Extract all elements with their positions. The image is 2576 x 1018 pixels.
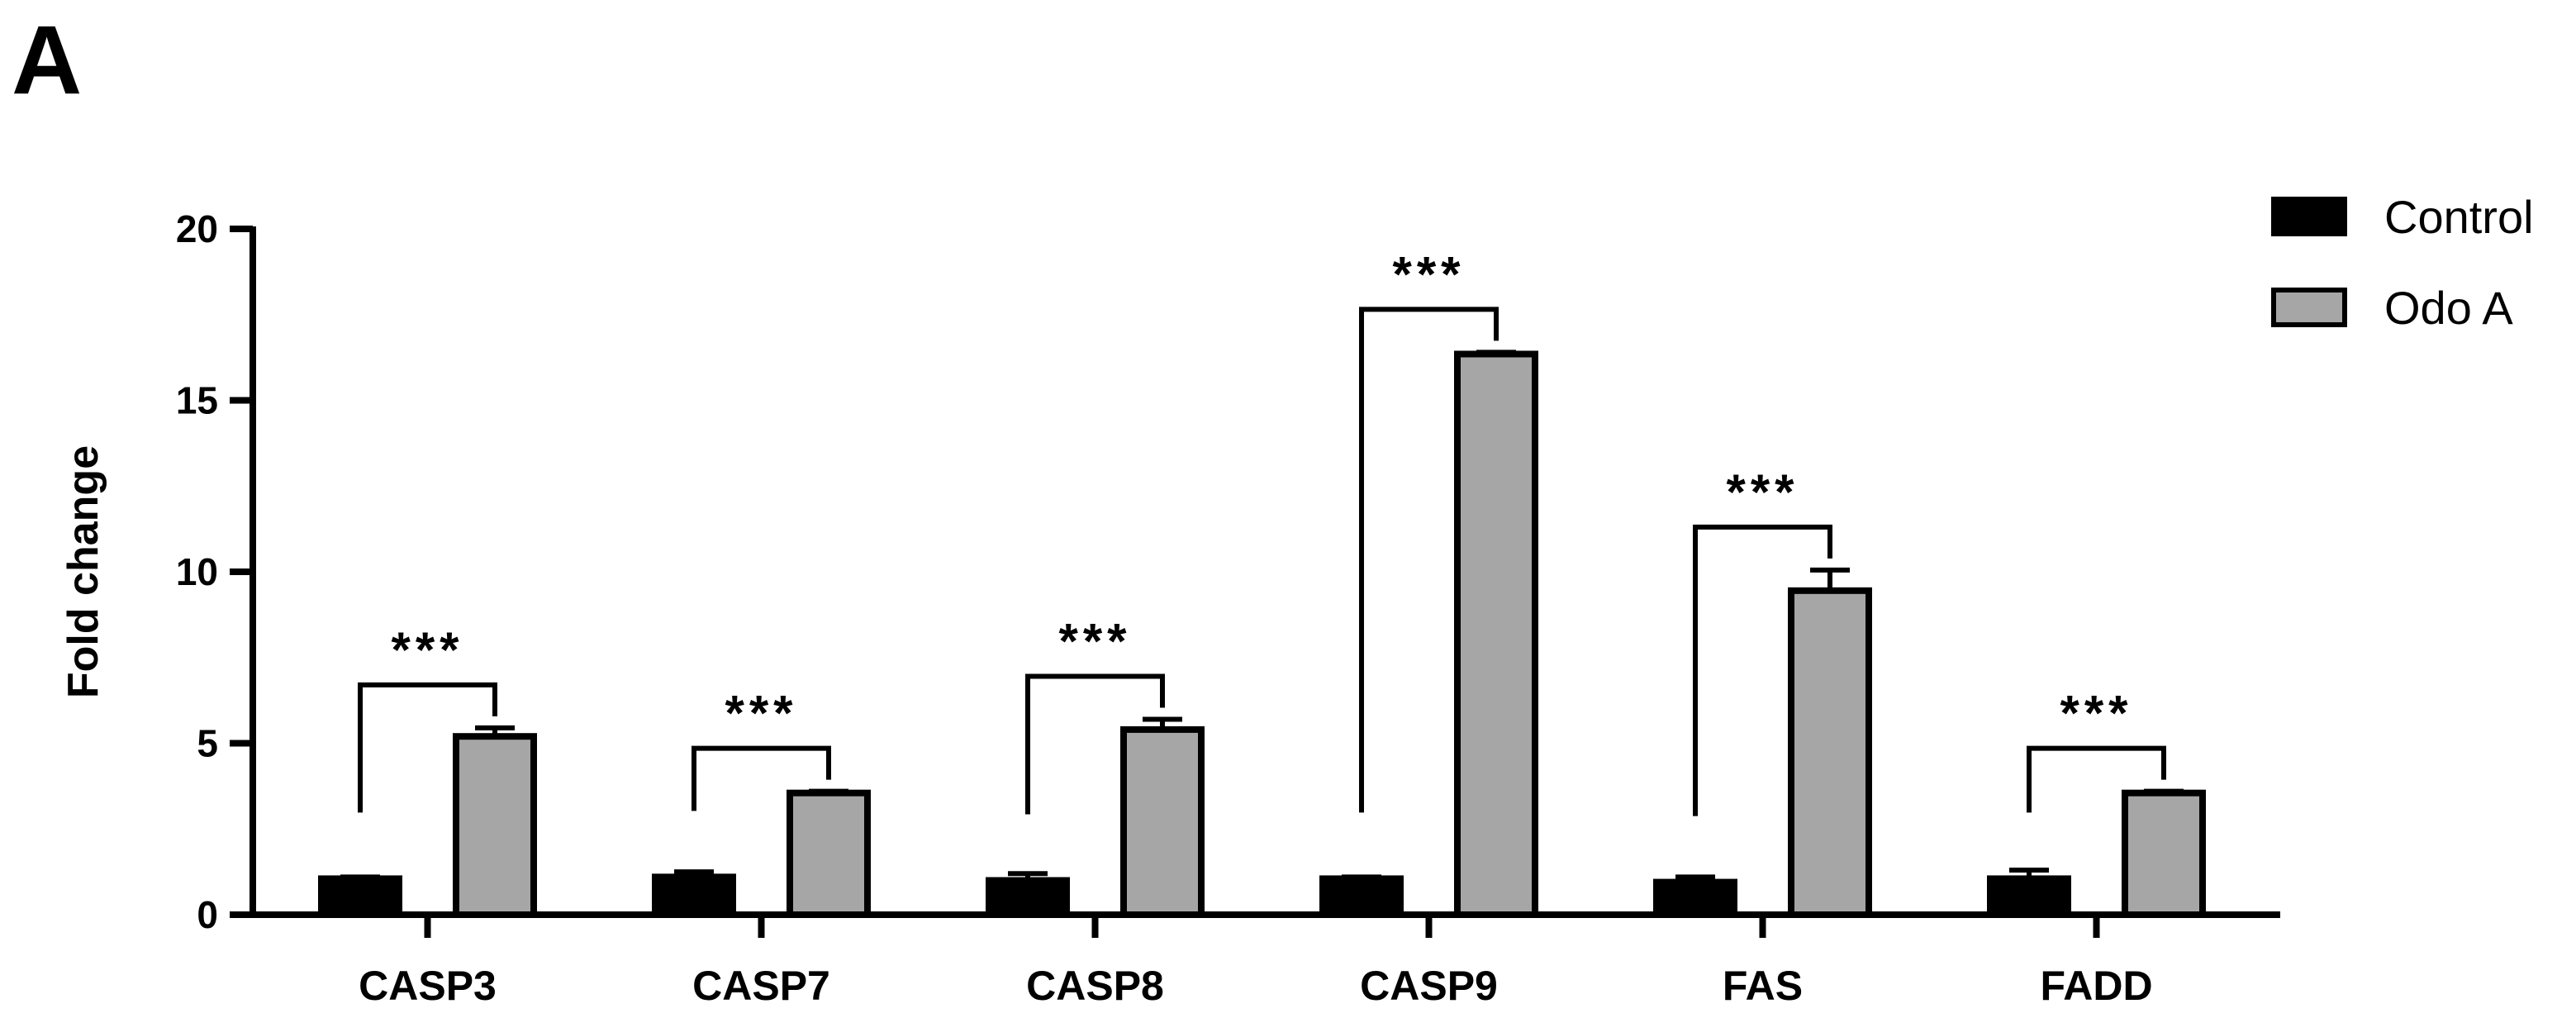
significance-stars: *** bbox=[1058, 613, 1131, 668]
significance-bracket bbox=[1693, 524, 1832, 816]
chart-axes: 0 5 10 15 20 Fold change CASP3 CASP7 CASP8 CASP9 F… bbox=[59, 207, 2280, 1009]
y-tick-label: 0 bbox=[197, 893, 218, 936]
significance-bracket bbox=[692, 745, 831, 811]
bar-odo-a bbox=[2122, 789, 2206, 918]
bar-control bbox=[652, 873, 736, 918]
bar-odo-a bbox=[1454, 350, 1538, 919]
significance-bracket bbox=[2027, 745, 2166, 813]
bar-odo-a bbox=[453, 733, 537, 919]
legend-label-control: Control bbox=[2384, 191, 2534, 243]
chart-bars bbox=[318, 350, 2206, 919]
significance-bracket bbox=[358, 682, 497, 813]
x-tick-label: FAS bbox=[1723, 963, 1803, 1009]
y-tick-label: 20 bbox=[176, 207, 218, 250]
significance-stars: *** bbox=[391, 622, 463, 678]
bar-control bbox=[1987, 875, 2071, 919]
y-tick-label: 10 bbox=[176, 550, 218, 593]
y-tick-label: 15 bbox=[176, 379, 218, 422]
panel-letter: A bbox=[12, 6, 83, 115]
significance-stars: *** bbox=[2060, 686, 2132, 741]
legend-swatch-odo-a bbox=[2271, 288, 2347, 327]
bar-odo-a bbox=[1120, 725, 1205, 919]
x-tick-label: CASP8 bbox=[1026, 963, 1164, 1009]
x-tick-label: CASP3 bbox=[359, 963, 497, 1009]
chart-legend: Control Odo A bbox=[2271, 191, 2534, 334]
bar-control bbox=[318, 875, 402, 919]
significance-bracket bbox=[1359, 307, 1499, 813]
legend-swatch-control bbox=[2271, 197, 2347, 236]
bar-control bbox=[986, 877, 1070, 918]
significance-stars: *** bbox=[1726, 464, 1799, 520]
bar-control bbox=[1319, 875, 1404, 919]
x-tick-label: CASP7 bbox=[692, 963, 830, 1009]
significance-annotations: *** *** *** *** *** *** bbox=[358, 246, 2166, 816]
bar-control bbox=[1653, 878, 1737, 918]
significance-stars: *** bbox=[1392, 246, 1465, 302]
bar-odo-a bbox=[787, 789, 871, 918]
significance-bracket bbox=[1025, 673, 1165, 815]
bar-odo-a bbox=[1788, 587, 1872, 918]
y-tick-label: 5 bbox=[197, 722, 218, 765]
legend-label-odo-a: Odo A bbox=[2384, 282, 2513, 334]
x-tick-label: FADD bbox=[2040, 963, 2152, 1009]
significance-stars: *** bbox=[725, 686, 797, 741]
x-tick-label: CASP9 bbox=[1360, 963, 1498, 1009]
y-axis-title: Fold change bbox=[59, 445, 107, 698]
